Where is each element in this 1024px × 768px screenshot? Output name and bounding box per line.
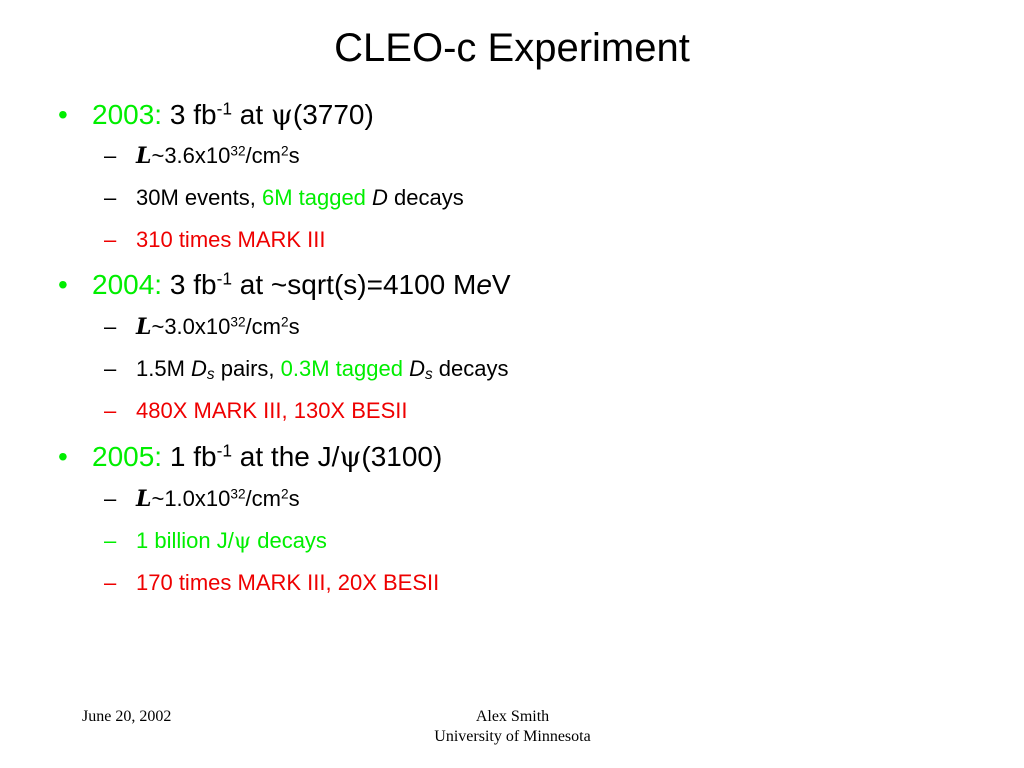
exponent: -1 (216, 268, 232, 289)
exponent: -1 (216, 440, 232, 461)
lumi-value: ~3.0x10 (151, 314, 231, 339)
sub-comparison: –310 times MARK III (104, 226, 326, 254)
events-text: 30M events, (136, 185, 262, 210)
resonance-text: (3100) (361, 441, 443, 472)
footer-date: June 20, 2002 (82, 708, 172, 725)
at-text: at the J/ (232, 441, 340, 472)
sub-luminosity: – L~1.0x1032/cm2s (104, 485, 300, 513)
sub-events: –1 billion J/ψ decays (104, 527, 327, 556)
comparison-text: 310 times MARK III (136, 227, 326, 252)
sub-luminosity: – L~3.0x1032/cm2s (104, 313, 300, 341)
d-meson-symbol: D (372, 185, 388, 210)
luminosity-symbol: L (136, 486, 152, 512)
subscript: s (206, 366, 215, 384)
bullet-2003: • 2003: 3 fb-1 at ψ(3770) (58, 98, 374, 132)
resonance-text: (3770) (292, 99, 374, 130)
bullet-2004: • 2004: 3 fb-1 at ~sqrt(s)=4100 MeV (58, 268, 511, 302)
sub-dash: – (104, 185, 117, 210)
sub-events: –1.5M Ds pairs, 0.3M tagged Ds decays (104, 355, 509, 383)
unit-text: /cm (245, 314, 281, 339)
unit-text: s (288, 143, 300, 168)
footer-author: Alex Smith (475, 708, 550, 725)
sub-dash: – (104, 570, 117, 595)
footer-author-block: Alex Smith University of Minnesota (400, 707, 625, 747)
lumi-text: 3 fb (162, 269, 217, 300)
tagged-text: 6M tagged (261, 185, 373, 210)
exponent: 32 (230, 314, 246, 330)
sub-dash: – (104, 398, 117, 423)
unit-text: s (288, 486, 300, 511)
decays-text: decays (251, 528, 327, 553)
psi-symbol: ψ (339, 440, 362, 473)
comparison-text: 170 times MARK III, 20X BESII (136, 570, 440, 595)
bullet-2005: • 2005: 1 fb-1 at the J/ψ(3100) (58, 440, 442, 474)
exponent: 32 (230, 486, 246, 502)
pairs-text: pairs, (214, 356, 281, 381)
d-meson-symbol: D (409, 356, 425, 381)
sub-dash: – (104, 143, 117, 168)
year-label: 2004: (92, 269, 163, 300)
psi-symbol: ψ (270, 98, 293, 131)
sub-dash: – (104, 227, 117, 252)
sub-dash: – (104, 356, 117, 381)
decays-text: decays (387, 185, 464, 210)
luminosity-symbol: L (136, 143, 152, 169)
year-label: 2003: (92, 99, 163, 130)
sub-comparison: –480X MARK III, 130X BESII (104, 397, 407, 425)
d-meson-symbol: D (191, 356, 207, 381)
subscript: s (424, 366, 433, 384)
sub-luminosity: – L~3.6x1032/cm2s (104, 142, 300, 170)
footer-affiliation: University of Minnesota (434, 728, 591, 745)
tagged-text: 0.3M tagged (280, 356, 410, 381)
slide-title: CLEO-c Experiment (334, 26, 690, 70)
at-text: at (232, 99, 271, 130)
lumi-value: ~3.6x10 (151, 143, 231, 168)
unit-text: V (491, 269, 511, 300)
unit-text: /cm (245, 486, 281, 511)
sub-dash: – (104, 486, 117, 511)
sub-dash: – (104, 528, 117, 553)
sub-comparison: –170 times MARK III, 20X BESII (104, 569, 439, 597)
luminosity-symbol: L (136, 314, 152, 340)
exponent: -1 (216, 98, 232, 119)
unit-text: s (288, 314, 300, 339)
lumi-text: 3 fb (162, 99, 217, 130)
e-symbol: e (476, 269, 492, 300)
sub-events: –30M events, 6M tagged D decays (104, 184, 464, 212)
events-text: 1.5M (136, 356, 192, 381)
psi-symbol: ψ (233, 529, 252, 554)
bullet-dot: • (58, 441, 68, 472)
at-text: at ~sqrt(s)=4100 M (232, 269, 477, 300)
year-label: 2005: (92, 441, 163, 472)
events-text: 1 billion J/ (136, 528, 234, 553)
lumi-text: 1 fb (162, 441, 217, 472)
bullet-dot: • (58, 99, 68, 130)
sub-dash: – (104, 314, 117, 339)
exponent: 2 (280, 314, 289, 330)
bullet-dot: • (58, 269, 68, 300)
decays-text: decays (432, 356, 509, 381)
unit-text: /cm (245, 143, 281, 168)
exponent: 32 (230, 143, 246, 159)
exponent: 2 (280, 486, 289, 502)
lumi-value: ~1.0x10 (151, 486, 231, 511)
exponent: 2 (280, 143, 289, 159)
comparison-text: 480X MARK III, 130X BESII (136, 398, 408, 423)
